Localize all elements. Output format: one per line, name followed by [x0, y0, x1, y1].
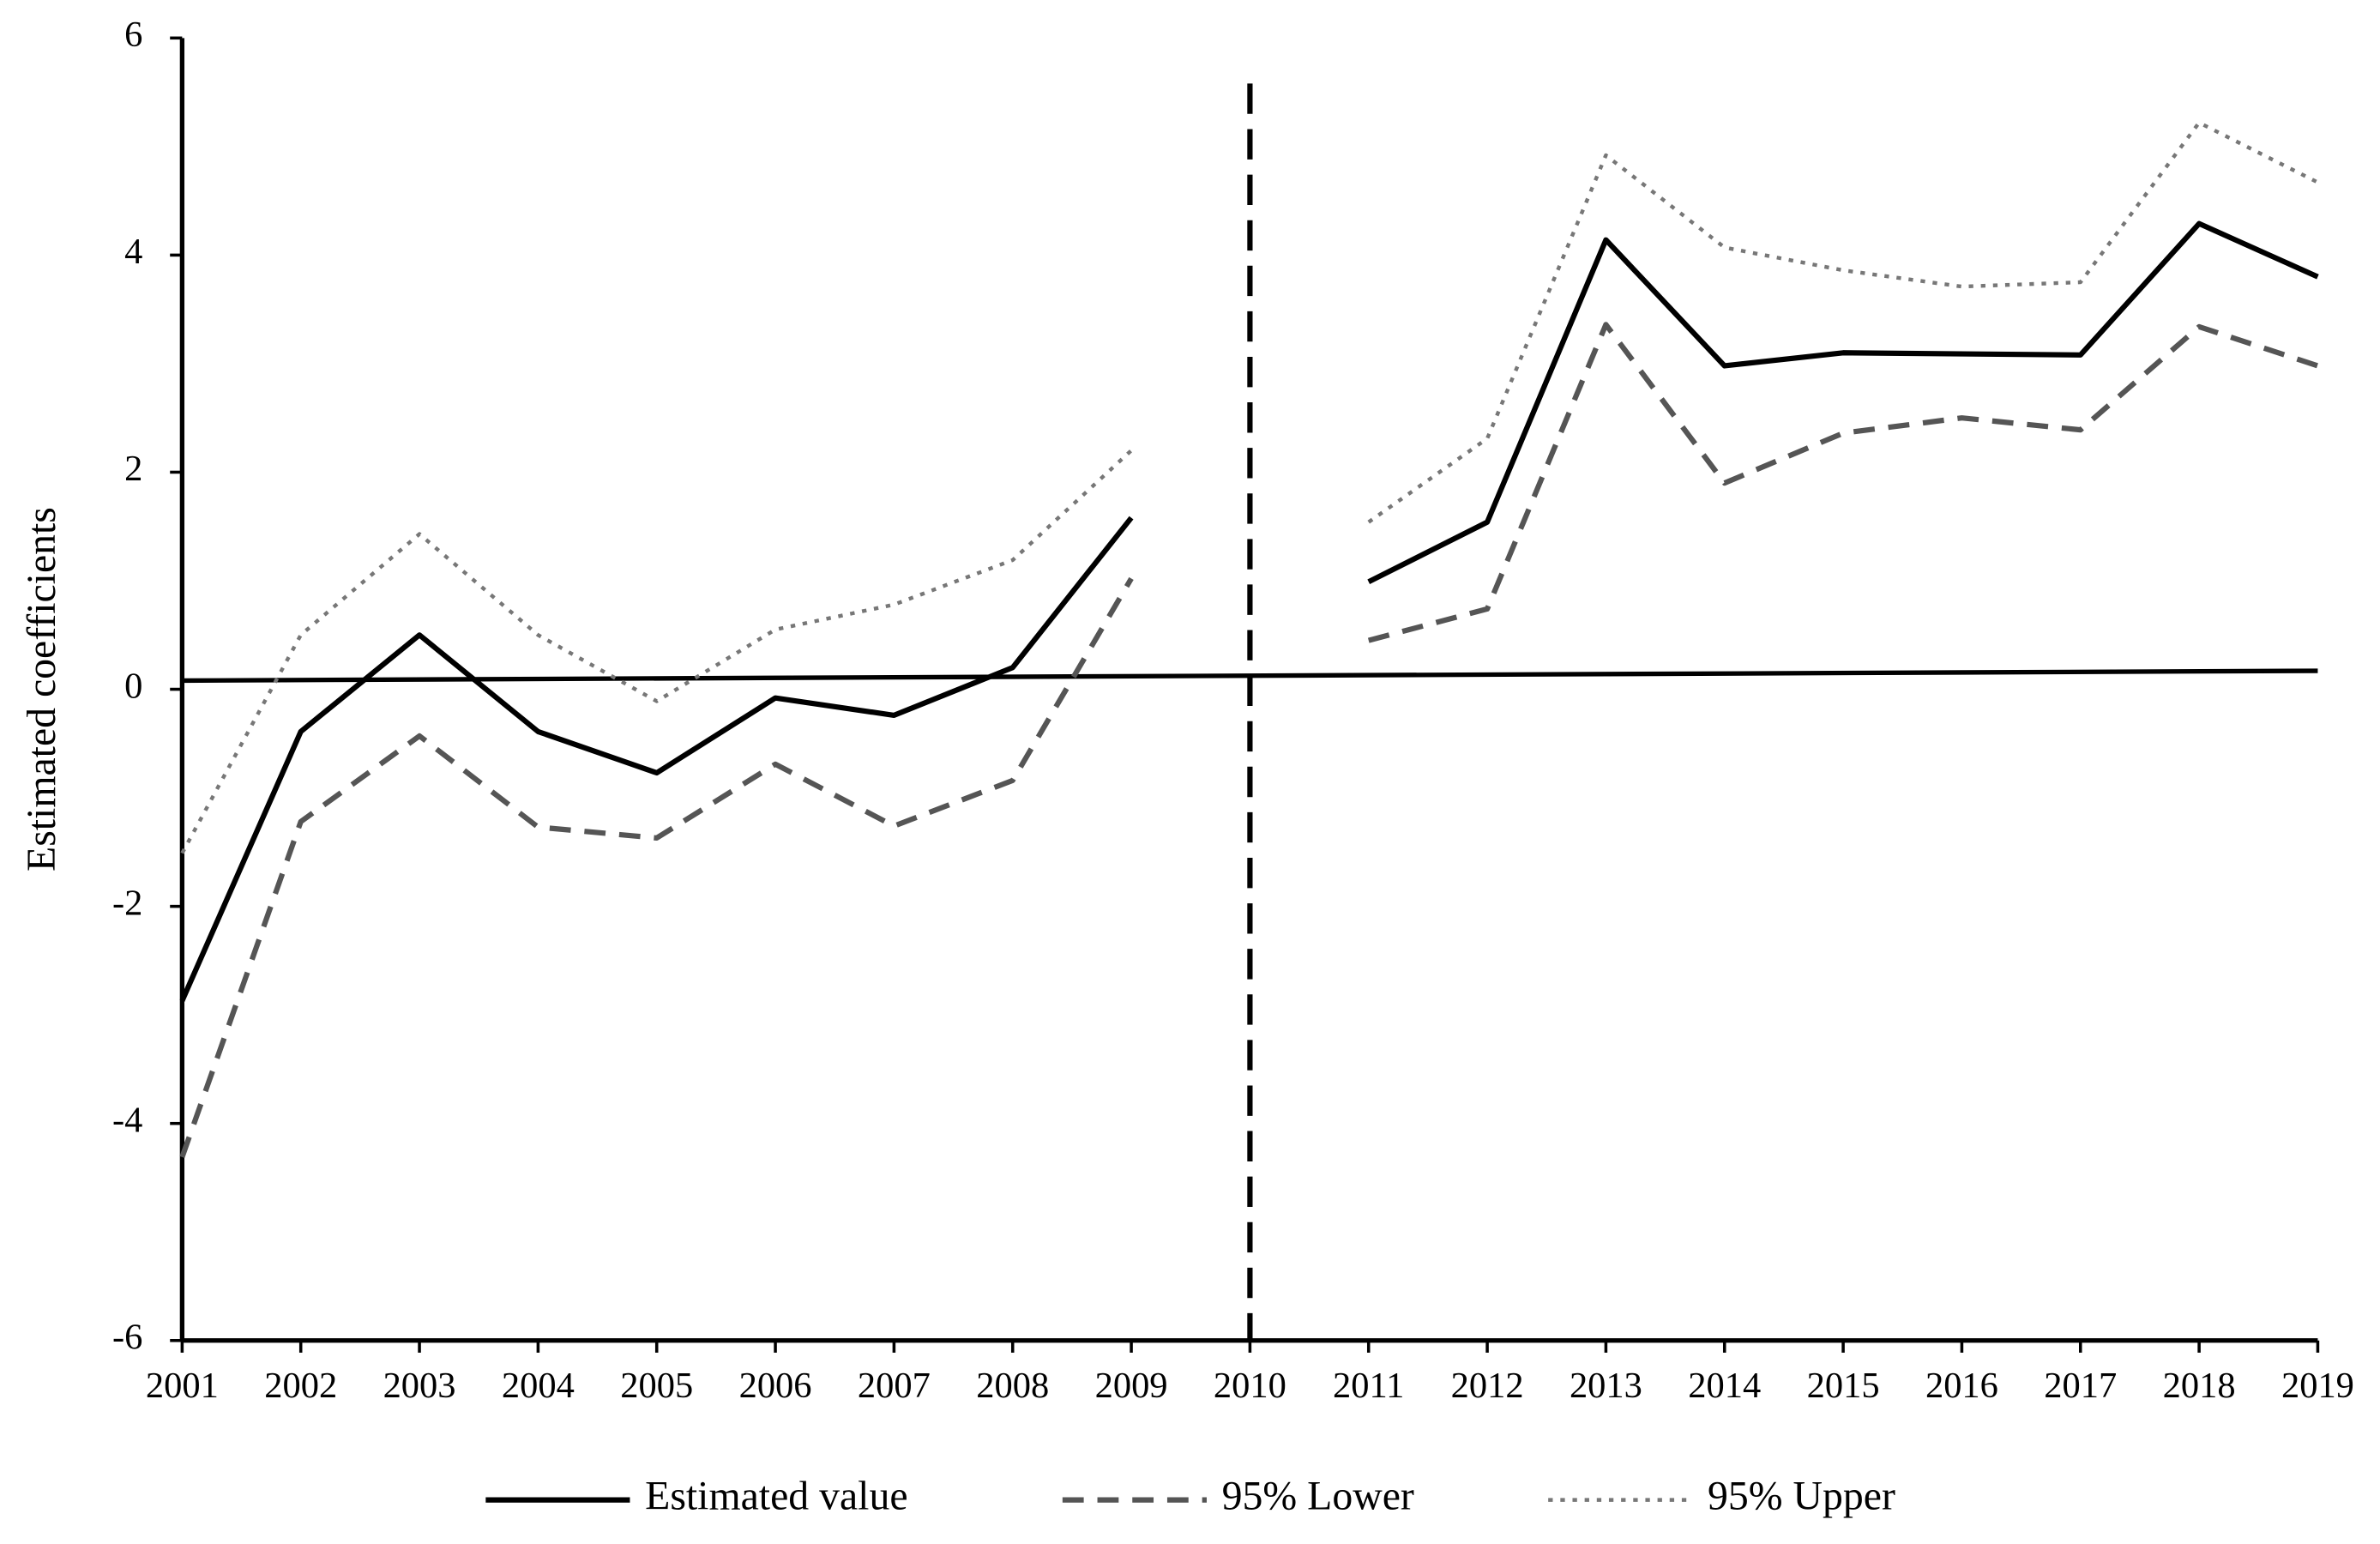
series-line	[179, 322, 2319, 1158]
legend-label: 95% Lower	[1222, 1474, 1414, 1519]
x-tick-label: 2007	[858, 1366, 931, 1406]
x-tick-label: 2011	[1333, 1366, 1404, 1406]
x-tick-label: 2003	[383, 1366, 456, 1406]
y-tick-label: 2	[124, 449, 142, 489]
series-line	[180, 120, 2319, 854]
x-tick-label: 2002	[264, 1366, 337, 1406]
legend-label: 95% Upper	[1708, 1474, 1895, 1519]
y-tick-label: 6	[124, 15, 142, 55]
y-tick-label: 4	[124, 232, 142, 272]
x-tick-label: 2017	[2044, 1366, 2117, 1406]
y-tick-label: 0	[124, 666, 142, 706]
y-tick-label: -4	[112, 1100, 142, 1140]
x-tick-label: 2012	[1451, 1366, 1524, 1406]
reference-line	[182, 668, 2318, 684]
x-tick-label: 2015	[1807, 1366, 1880, 1406]
x-tick-label: 2016	[1925, 1366, 1998, 1406]
y-tick-label: -6	[112, 1318, 142, 1358]
x-tick-label: 2013	[1570, 1366, 1642, 1406]
x-tick-label: 2006	[739, 1366, 812, 1406]
x-tick-label: 2004	[502, 1366, 575, 1406]
x-tick-label: 2008	[976, 1366, 1049, 1406]
legend-label: Estimated value	[645, 1474, 907, 1519]
x-tick-label: 2009	[1095, 1366, 1168, 1406]
x-tick-label: 2001	[146, 1366, 219, 1406]
series-line	[179, 220, 2319, 1002]
x-tick-label: 2019	[2281, 1366, 2354, 1406]
x-tick-label: 2005	[620, 1366, 693, 1406]
y-tick-label: -2	[112, 883, 142, 923]
y-axis-label: Estimated coefficients	[19, 507, 64, 872]
x-tick-label: 2014	[1688, 1366, 1761, 1406]
x-tick-label: 2010	[1214, 1366, 1286, 1406]
x-tick-label: 2018	[2163, 1366, 2236, 1406]
